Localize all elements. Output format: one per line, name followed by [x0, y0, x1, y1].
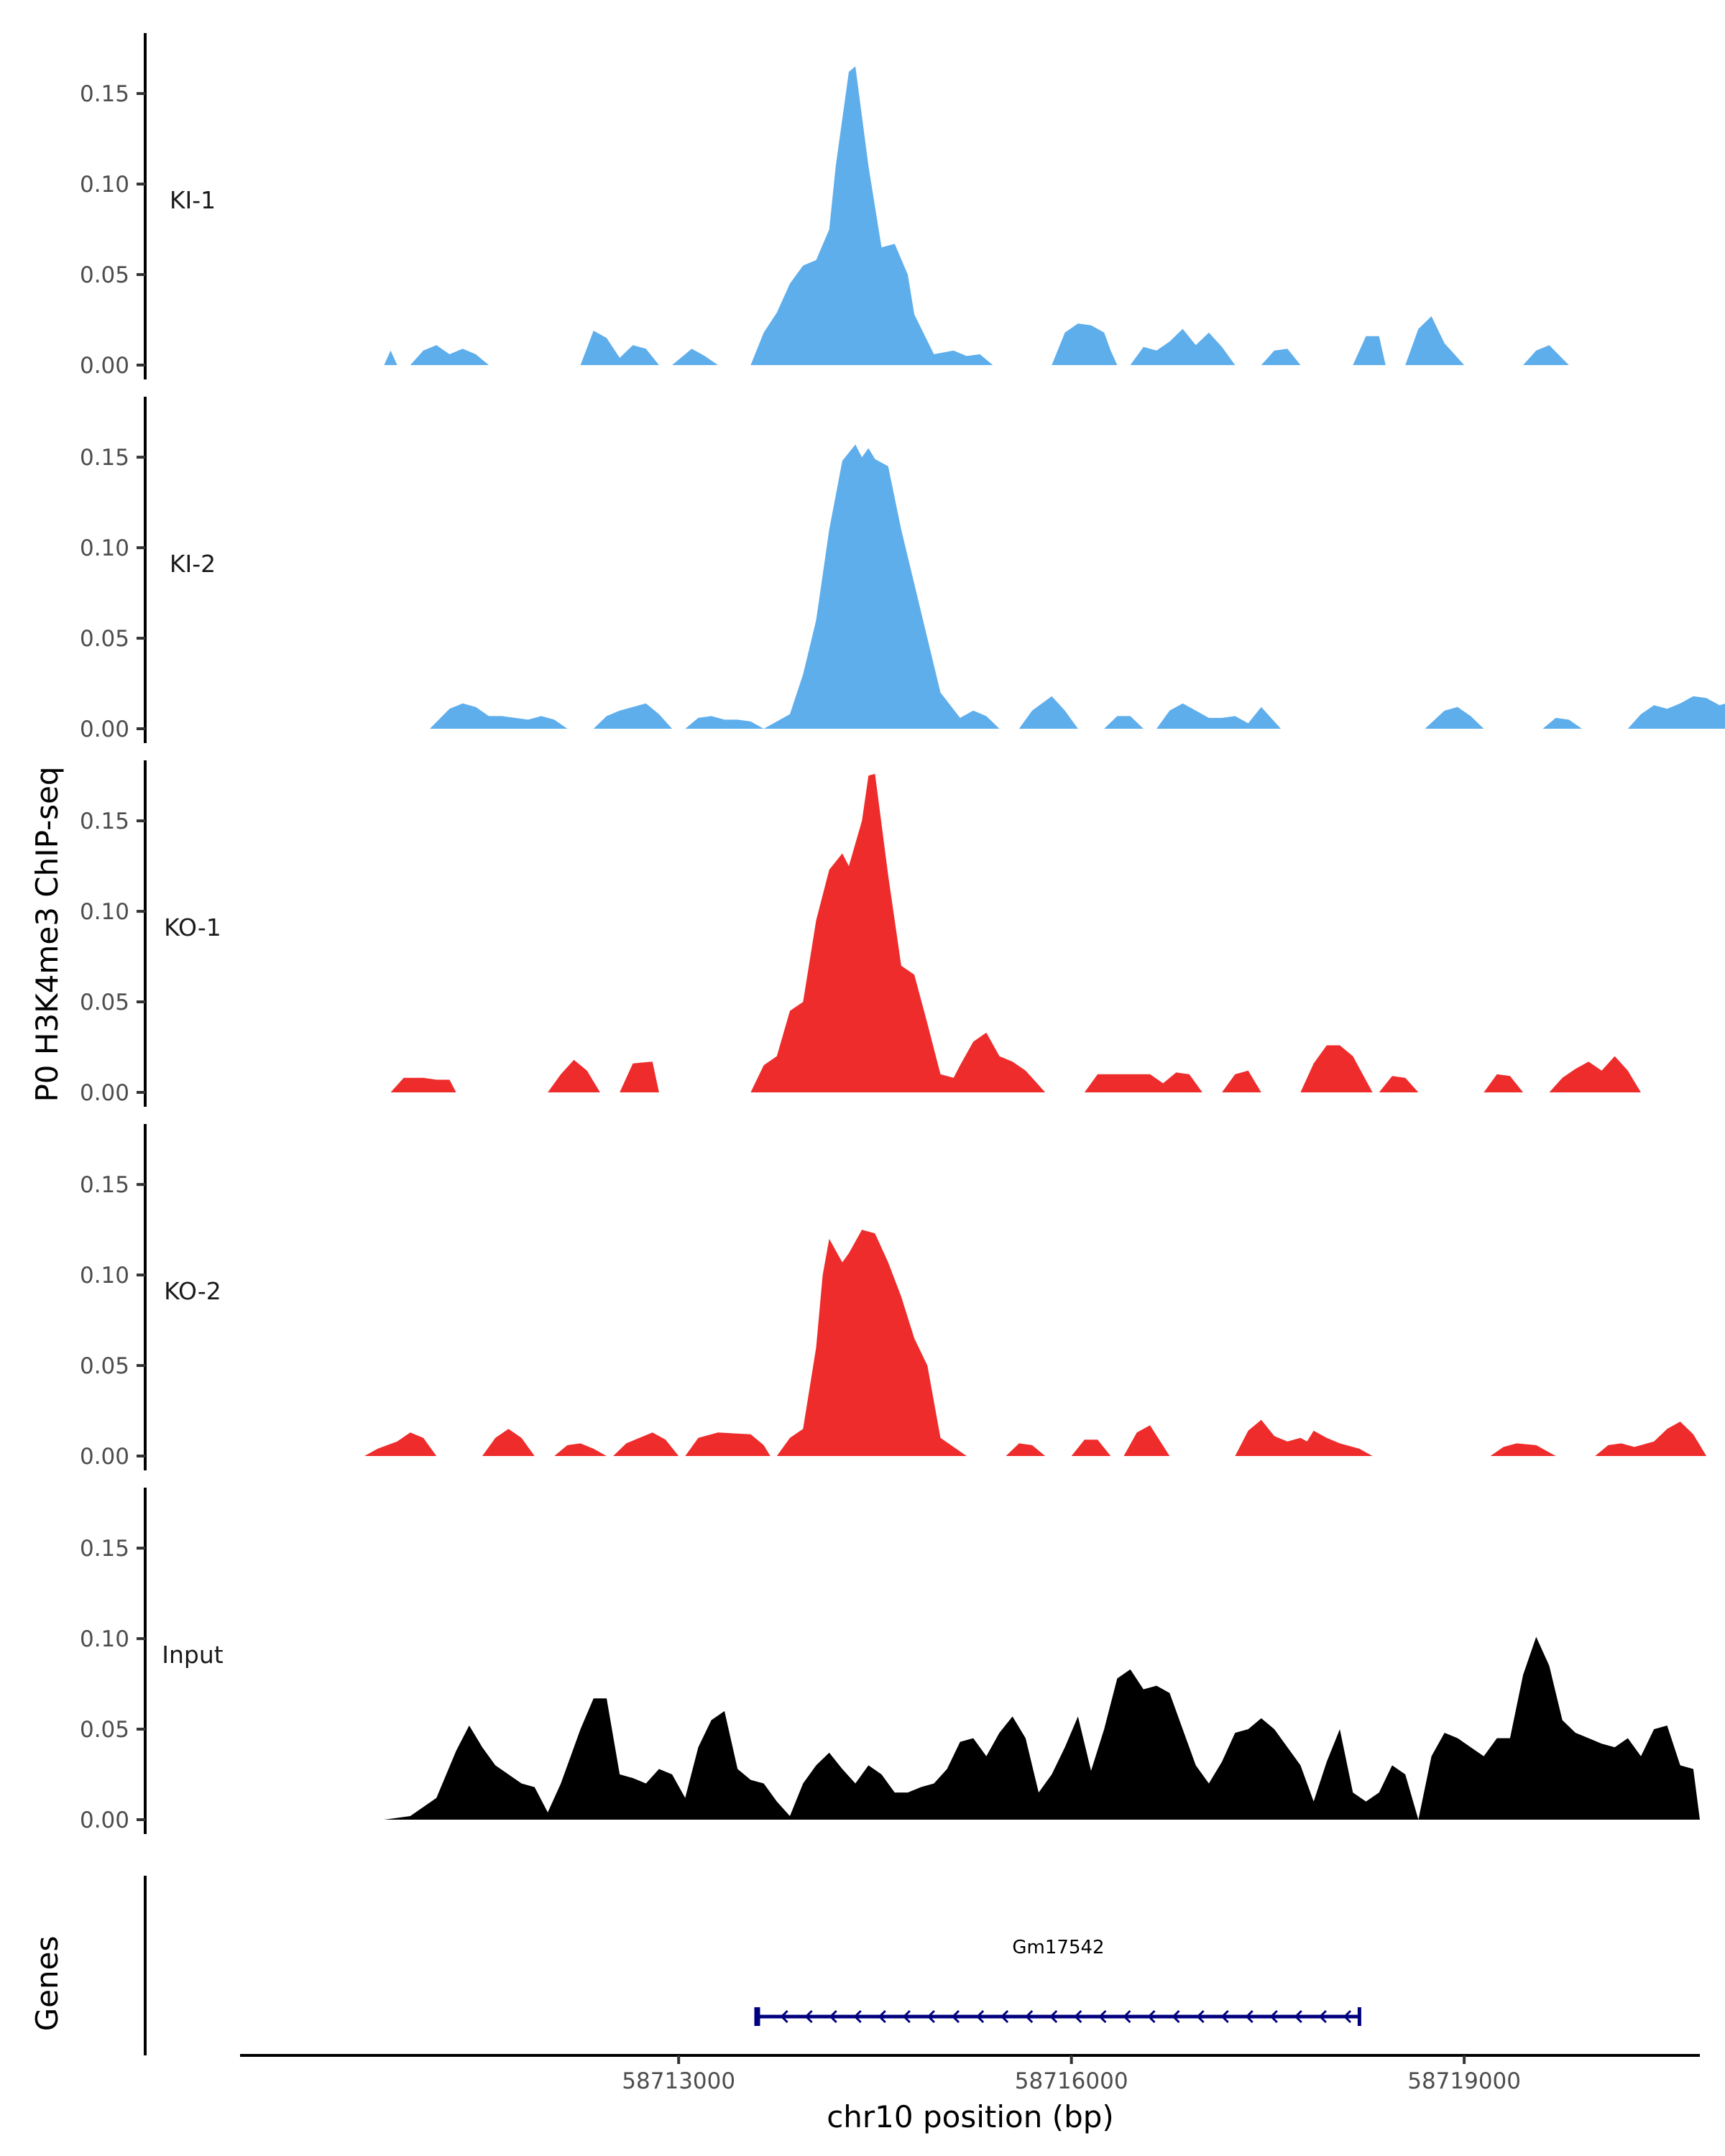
strand-arrow	[1172, 2009, 1180, 2024]
track-panels: 0.00 0.05 0.10 0.15 KI-1 0.00 0.05 0.10 0.15 KI-2…	[80, 33, 1725, 1834]
track-label-ko-1: KO-1	[164, 913, 221, 941]
strand-arrow	[1098, 2009, 1107, 2024]
x-axis-title: chr10 position (bp)	[827, 2099, 1114, 2134]
track-panel-ko-2: 0.00 0.05 0.10 0.15 KO-2	[80, 1124, 1725, 1470]
coverage-area-input	[384, 1636, 1700, 1820]
x-axis: 58713000 58716000 58719000	[240, 2054, 1700, 2094]
gene-start-cap	[754, 2007, 760, 2026]
track-label-ki-2: KI-2	[170, 550, 216, 578]
strand-arrow	[853, 2009, 862, 2024]
strand-arrow	[1123, 2009, 1131, 2024]
y-tick-label: 0.00	[80, 717, 129, 742]
y-tick-label: 0.15	[80, 1172, 129, 1198]
y-tick-label: 0.05	[80, 626, 129, 652]
y-tick-label: 0.00	[80, 1444, 129, 1470]
y-axis-title: P0 H3K4me3 ChIP-seq	[29, 766, 65, 1102]
strand-arrow	[951, 2009, 960, 2024]
y-tick-label: 0.00	[80, 353, 129, 379]
track-panel-ki-1: 0.00 0.05 0.10 0.15 KI-1	[80, 33, 1569, 379]
x-tick-label: 58719000	[1407, 2068, 1521, 2094]
strand-arrow	[1025, 2009, 1034, 2024]
strand-arrow	[780, 2009, 788, 2024]
y-tick-label: 0.10	[80, 535, 129, 561]
strand-arrow	[1245, 2009, 1254, 2024]
y-tick-label: 0.15	[80, 445, 129, 471]
strand-arrow	[829, 2009, 837, 2024]
genes-panel: Genes Gm17542	[29, 1876, 1361, 2055]
y-tick-label: 0.10	[80, 1263, 129, 1289]
strand-arrow	[1269, 2009, 1278, 2024]
track-label-ki-1: KI-1	[170, 186, 216, 214]
genes-panel-title: Genes	[29, 1936, 65, 2032]
strand-arrow	[1196, 2009, 1205, 2024]
strand-arrow	[1000, 2009, 1009, 2024]
strand-arrow	[1294, 2009, 1302, 2024]
gene-label: Gm17542	[1012, 1937, 1104, 1958]
x-tick-label: 58713000	[622, 2068, 735, 2094]
track-panel-input: 0.00 0.05 0.10 0.15 Input	[80, 1488, 1700, 1834]
strand-arrow	[975, 2009, 985, 2024]
strand-arrow	[878, 2009, 886, 2024]
y-tick-label: 0.05	[80, 1353, 129, 1379]
track-label-ko-2: KO-2	[164, 1277, 221, 1305]
y-tick-label: 0.05	[80, 990, 129, 1015]
strand-arrow	[902, 2009, 911, 2024]
y-tick-label: 0.10	[80, 899, 129, 925]
strand-arrow	[1318, 2009, 1327, 2024]
gene-model	[754, 2007, 1361, 2026]
strand-arrow	[1220, 2009, 1229, 2024]
strand-arrow	[926, 2009, 935, 2024]
y-tick-label: 0.00	[80, 1080, 129, 1106]
strand-arrow	[1343, 2009, 1352, 2024]
y-tick-label: 0.15	[80, 808, 129, 834]
y-tick-label: 0.15	[80, 81, 129, 107]
strand-arrow	[1074, 2009, 1082, 2024]
track-label-input: Input	[162, 1641, 224, 1669]
y-tick-label: 0.05	[80, 1717, 129, 1743]
strand-arrow	[1049, 2009, 1058, 2024]
y-tick-label: 0.05	[80, 262, 129, 288]
y-tick-label: 0.00	[80, 1807, 129, 1833]
y-tick-label: 0.10	[80, 172, 129, 198]
strand-arrow	[804, 2009, 813, 2024]
track-panel-ki-2: 0.00 0.05 0.10 0.15 KI-2	[80, 397, 1725, 743]
track-panel-ko-1: 0.00 0.05 0.10 0.15 KO-1	[80, 760, 1725, 1107]
y-tick-label: 0.15	[80, 1536, 129, 1562]
strand-arrow	[1147, 2009, 1156, 2024]
x-tick-label: 58716000	[1015, 2068, 1128, 2094]
y-tick-label: 0.10	[80, 1626, 129, 1652]
